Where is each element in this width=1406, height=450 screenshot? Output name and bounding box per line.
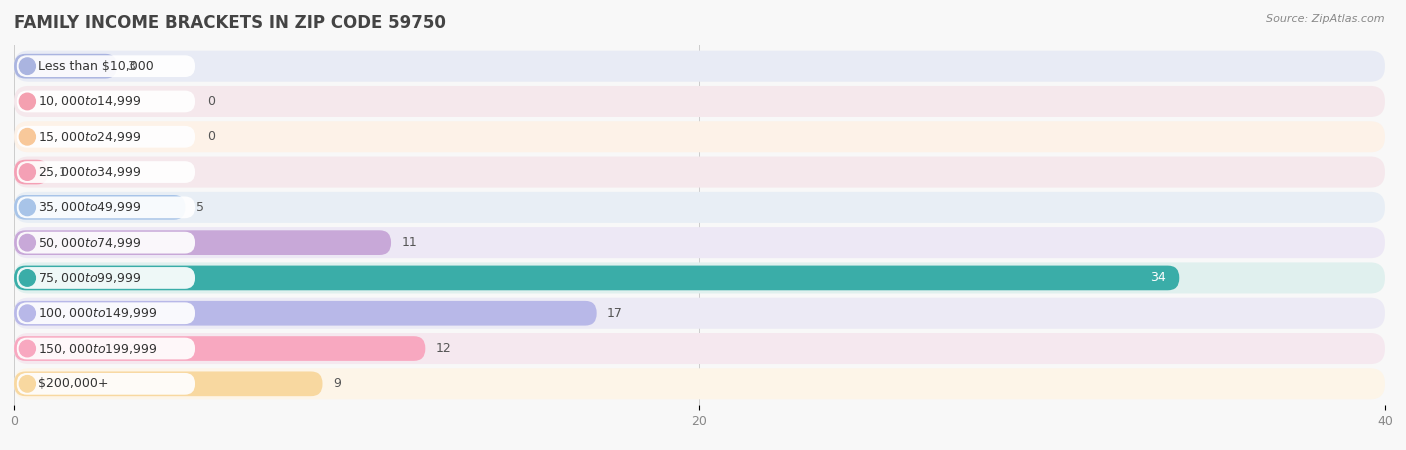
- FancyBboxPatch shape: [17, 338, 195, 360]
- Text: $10,000 to $14,999: $10,000 to $14,999: [38, 94, 142, 108]
- Text: 3: 3: [127, 60, 135, 73]
- FancyBboxPatch shape: [14, 121, 1385, 152]
- Circle shape: [20, 234, 35, 251]
- FancyBboxPatch shape: [14, 301, 596, 326]
- FancyBboxPatch shape: [14, 266, 1180, 290]
- Text: $25,000 to $34,999: $25,000 to $34,999: [38, 165, 142, 179]
- FancyBboxPatch shape: [17, 90, 195, 112]
- FancyBboxPatch shape: [14, 192, 1385, 223]
- FancyBboxPatch shape: [17, 197, 195, 218]
- FancyBboxPatch shape: [14, 298, 1385, 329]
- Circle shape: [20, 199, 35, 216]
- FancyBboxPatch shape: [17, 161, 195, 183]
- Text: $75,000 to $99,999: $75,000 to $99,999: [38, 271, 142, 285]
- Text: 5: 5: [195, 201, 204, 214]
- Text: $200,000+: $200,000+: [38, 377, 108, 390]
- Text: FAMILY INCOME BRACKETS IN ZIP CODE 59750: FAMILY INCOME BRACKETS IN ZIP CODE 59750: [14, 14, 446, 32]
- Text: 9: 9: [333, 377, 340, 390]
- Text: 34: 34: [1150, 271, 1166, 284]
- Circle shape: [20, 376, 35, 392]
- Text: 12: 12: [436, 342, 451, 355]
- FancyBboxPatch shape: [17, 373, 195, 395]
- Circle shape: [20, 129, 35, 145]
- FancyBboxPatch shape: [17, 232, 195, 253]
- FancyBboxPatch shape: [17, 126, 195, 148]
- FancyBboxPatch shape: [14, 157, 1385, 188]
- FancyBboxPatch shape: [14, 160, 48, 184]
- FancyBboxPatch shape: [17, 55, 195, 77]
- Text: $150,000 to $199,999: $150,000 to $199,999: [38, 342, 157, 356]
- FancyBboxPatch shape: [17, 267, 195, 289]
- FancyBboxPatch shape: [14, 371, 322, 396]
- FancyBboxPatch shape: [14, 262, 1385, 293]
- Circle shape: [20, 305, 35, 321]
- Text: 11: 11: [401, 236, 418, 249]
- Circle shape: [20, 58, 35, 74]
- Text: $50,000 to $74,999: $50,000 to $74,999: [38, 236, 142, 250]
- FancyBboxPatch shape: [14, 86, 1385, 117]
- FancyBboxPatch shape: [14, 54, 117, 79]
- Text: $15,000 to $24,999: $15,000 to $24,999: [38, 130, 142, 144]
- FancyBboxPatch shape: [14, 195, 186, 220]
- Circle shape: [20, 93, 35, 110]
- FancyBboxPatch shape: [14, 227, 1385, 258]
- FancyBboxPatch shape: [14, 51, 1385, 82]
- Circle shape: [20, 270, 35, 286]
- Text: 0: 0: [207, 130, 215, 143]
- FancyBboxPatch shape: [14, 333, 1385, 364]
- FancyBboxPatch shape: [14, 230, 391, 255]
- FancyBboxPatch shape: [17, 302, 195, 324]
- Text: Source: ZipAtlas.com: Source: ZipAtlas.com: [1267, 14, 1385, 23]
- Text: 17: 17: [607, 307, 623, 320]
- FancyBboxPatch shape: [14, 368, 1385, 399]
- FancyBboxPatch shape: [14, 336, 425, 361]
- Circle shape: [20, 340, 35, 357]
- Text: 1: 1: [59, 166, 66, 179]
- Text: $35,000 to $49,999: $35,000 to $49,999: [38, 200, 142, 214]
- Text: $100,000 to $149,999: $100,000 to $149,999: [38, 306, 157, 320]
- Circle shape: [20, 164, 35, 180]
- Text: Less than $10,000: Less than $10,000: [38, 60, 155, 73]
- Text: 0: 0: [207, 95, 215, 108]
